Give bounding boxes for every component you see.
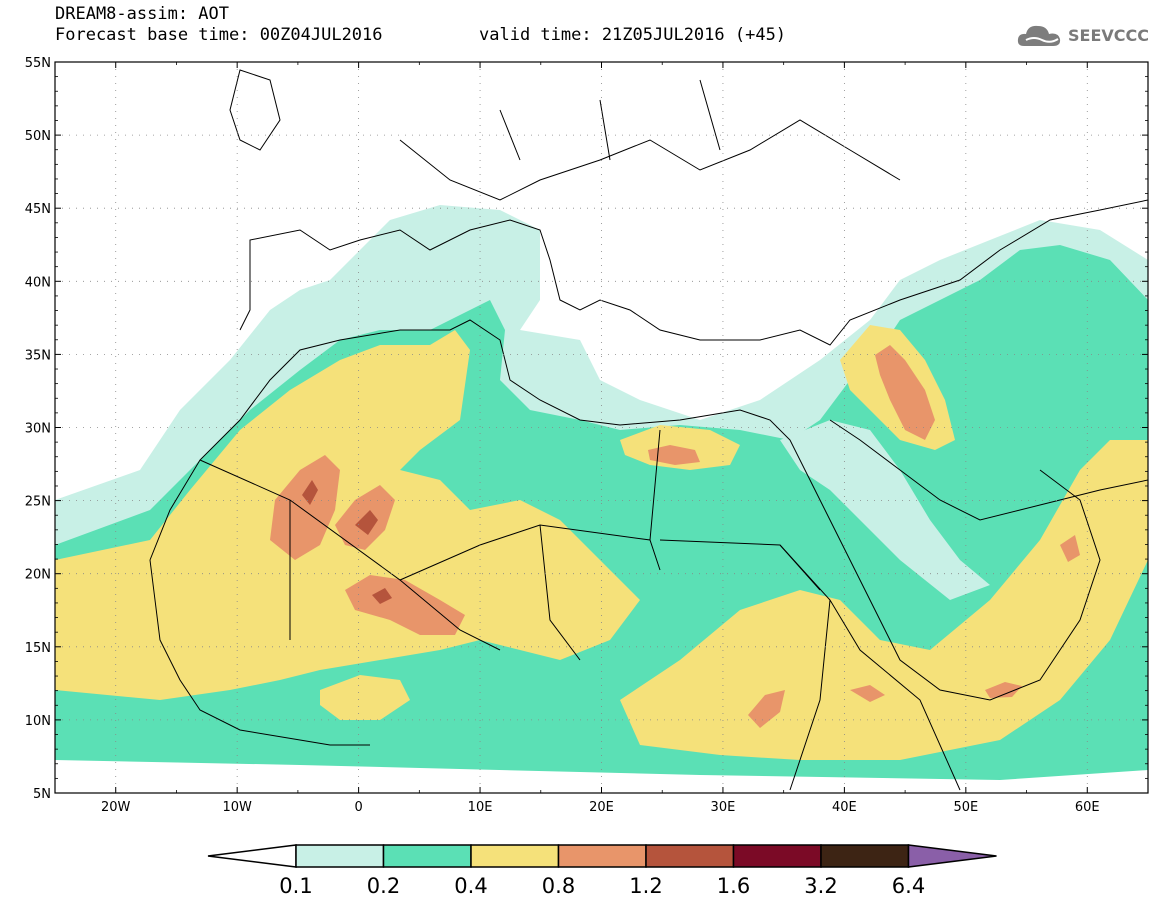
colorbar-arrow-high — [907, 844, 997, 868]
colorbar-label: 1.6 — [717, 874, 750, 898]
colorbar-swatch — [382, 844, 472, 868]
colorbar: 0.1 0.2 0.4 0.8 1.2 1.6 3.2 6.4 — [207, 844, 997, 898]
seevccc-logo: SEEVCCC — [1016, 22, 1149, 48]
aot-band-0.4-0.8-east — [620, 440, 1148, 760]
colorbar-label: 6.4 — [892, 874, 925, 898]
forecast-base-time: Forecast base time: 00Z04JUL2016 — [55, 25, 383, 45]
coastline-africa-north — [149, 319, 1101, 701]
lon-label: 20W — [101, 800, 131, 815]
aot-band-0.8-1.2-yemen — [985, 682, 1022, 698]
lat-label: 50N — [25, 129, 51, 144]
lat-lon-grid — [55, 62, 1148, 793]
lat-label: 40N — [25, 275, 51, 290]
border-east-africa — [779, 544, 961, 791]
colorbar-swatch — [820, 844, 910, 868]
aot-band-red-sea-light — [780, 420, 990, 600]
aot-band-1.2-1.6-a — [302, 480, 318, 505]
colorbar-label: 1.2 — [629, 874, 662, 898]
aot-band-0.8-1.2-libya — [648, 445, 700, 465]
colorbar-label: 0.1 — [279, 874, 312, 898]
lat-label: 55N — [25, 56, 51, 71]
colorbar-swatch — [557, 844, 647, 868]
lat-label: 30N — [25, 422, 51, 437]
aot-band-0.8-1.2-sahara — [270, 455, 340, 560]
colorbar-label: 0.8 — [542, 874, 575, 898]
colorbar-swatch — [470, 844, 560, 868]
lon-label: 50E — [953, 800, 978, 815]
lon-label: 10W — [222, 800, 252, 815]
coastline-europe — [239, 199, 1148, 346]
colorbar-label: 0.2 — [367, 874, 400, 898]
colorbar-label: 0.4 — [454, 874, 487, 898]
lon-label: 60E — [1075, 800, 1100, 815]
coastline-arabia — [829, 419, 1148, 521]
aot-band-0.8-1.2-sudan — [748, 690, 785, 728]
lon-label: 40E — [832, 800, 857, 815]
lat-label: 5N — [33, 787, 51, 802]
colorbar-swatch — [645, 844, 735, 868]
lat-label: 20N — [25, 568, 51, 583]
lat-label: 45N — [25, 202, 51, 217]
aot-band-0.8-1.2-niger — [345, 575, 465, 635]
lon-label: 30E — [711, 800, 736, 815]
aot-band-0.8-1.2-iraq — [875, 345, 935, 440]
valid-time: valid time: 21Z05JUL2016 (+45) — [479, 25, 787, 45]
colorbar-swatch — [295, 844, 385, 868]
coastline-britain — [229, 69, 281, 151]
map-title: DREAM8-assim: AOT — [55, 4, 229, 24]
colorbar-label: 3.2 — [804, 874, 837, 898]
colorbar-arrow-low — [207, 844, 297, 868]
border-europe-inner — [399, 79, 901, 201]
lat-label: 15N — [25, 641, 51, 656]
coastline-africa-west — [149, 559, 370, 746]
aot-band-0.8-1.2-eritrea — [850, 685, 885, 702]
aot-band-1.2-1.6-b — [355, 510, 378, 535]
lon-label: 0 — [354, 800, 362, 815]
aot-band-1.2-1.6-c — [372, 588, 392, 604]
lat-label: 25N — [25, 495, 51, 510]
lat-label: 35N — [25, 348, 51, 363]
logo-text: SEEVCCC — [1068, 25, 1149, 45]
colorbar-swatch — [732, 844, 822, 868]
aot-field — [55, 205, 1148, 793]
lon-label: 20E — [589, 800, 614, 815]
cloud-icon — [1017, 25, 1061, 46]
aot-band-0.8-1.2-oman — [1060, 535, 1080, 562]
axis-labels: 55N 50N 45N 40N 35N 30N 25N 20N 15N 10N 5N 20W 10W 0 1… — [25, 56, 1100, 815]
aot-band-0.4-0.8-south — [320, 675, 410, 720]
lon-label: 10E — [468, 800, 493, 815]
axis-ticks — [55, 61, 1148, 794]
lat-label: 10N — [25, 714, 51, 729]
